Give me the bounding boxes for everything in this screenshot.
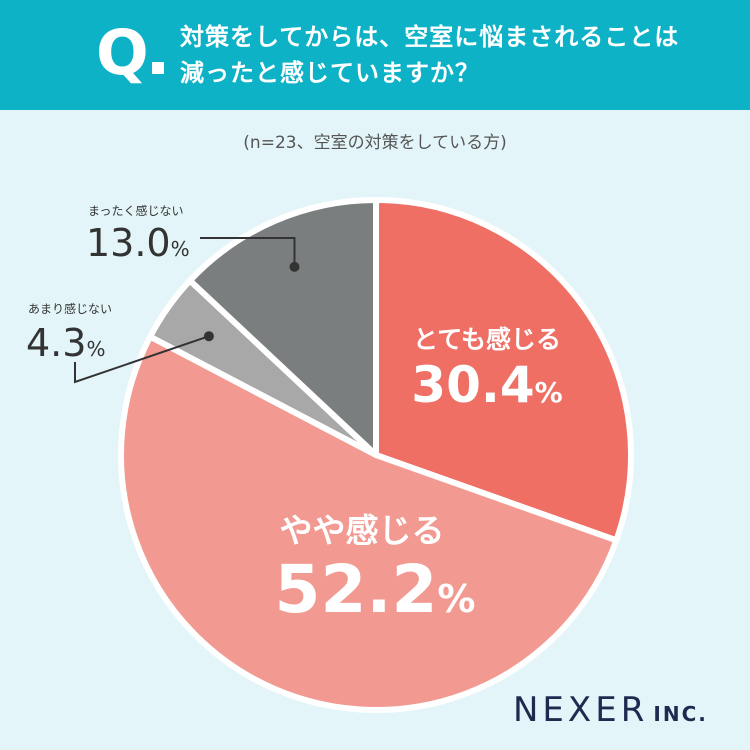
nexer-logo: NEXER INC. [513,690,708,730]
slice-label-2: やや感じる [280,511,445,550]
slice-value-1-number: 30.4 [411,356,534,414]
slice-label-1: とても感じる [413,325,561,354]
q-mark: Q [96,16,149,89]
chart-subtitle: (n=23、空室の対策をしている方) [243,133,507,153]
question-line-1: 対策をしてからは、空室に悩まされることは [180,23,680,51]
leader-dot-3 [203,331,214,342]
pie-slice-2 [118,333,620,713]
slice-label-3: あまり感じない [28,301,112,316]
brand-suffix: INC. [653,702,708,726]
slice-value-2-unit: % [437,577,475,621]
pie-slice-4 [186,197,379,458]
leader-dot-4 [289,261,300,272]
q-dot-icon [152,62,164,74]
slice-value-3-number: 4.3 [26,321,86,365]
slice-value-4-number: 13.0 [86,221,171,265]
slice-value-4: 13.0% [86,221,190,265]
slice-value-3: 4.3% [26,321,105,365]
slice-value-1-unit: % [535,376,563,409]
slice-label-4: まったく感じない [88,203,184,218]
slice-value-4-unit: % [171,237,190,261]
brand-name: NEXER [513,690,649,730]
pie-slice-1 [373,197,634,544]
slice-value-2-number: 52.2 [275,551,438,628]
slice-value-2: 52.2% [275,551,476,628]
slice-value-3-unit: % [86,337,105,361]
question-banner: Q 対策をしてからは、空室に悩まされることは 減ったと感じていますか？ [0,0,750,110]
slice-value-1: 30.4% [411,356,562,414]
question-line-2: 減ったと感じていますか？ [180,59,480,87]
leader-line-4 [200,237,296,267]
leader-line-3 [74,335,210,384]
